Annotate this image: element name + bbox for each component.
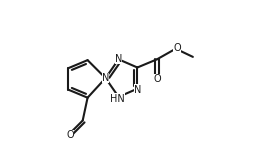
Text: N: N <box>134 84 141 94</box>
Text: N: N <box>115 53 122 64</box>
Text: O: O <box>153 74 161 84</box>
Text: O: O <box>67 130 74 140</box>
Text: N: N <box>102 73 109 83</box>
Text: HN: HN <box>110 93 125 104</box>
Text: O: O <box>173 43 181 53</box>
